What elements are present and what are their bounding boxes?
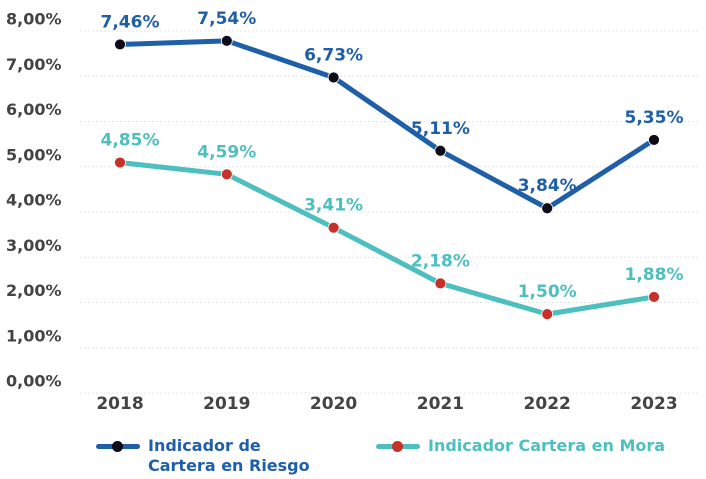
point xyxy=(541,202,554,215)
data-label: 3,84% xyxy=(518,176,577,196)
y-tick-label: 3,00% xyxy=(6,236,62,255)
point xyxy=(114,156,126,169)
data-label: 4,59% xyxy=(197,142,256,162)
legend-symbol xyxy=(96,436,140,456)
legend-label: Indicador Cartera en Mora xyxy=(428,436,666,455)
data-label: 3,41% xyxy=(304,196,363,216)
legend-label: Indicador de Cartera en Riesgo xyxy=(148,436,310,475)
x-tick-label: 2019 xyxy=(203,394,250,414)
point xyxy=(648,134,660,146)
point xyxy=(114,38,126,51)
series-line xyxy=(119,38,656,211)
y-tick-label: 6,00% xyxy=(6,100,62,119)
legend-item: Indicador de Cartera en Riesgo xyxy=(96,436,336,476)
x-tick-label: 2023 xyxy=(630,394,677,414)
point xyxy=(220,34,233,47)
y-tick-label: 8,00% xyxy=(6,10,62,29)
data-label: 7,46% xyxy=(101,12,160,32)
y-tick-label: 4,00% xyxy=(6,191,62,210)
data-label: 5,11% xyxy=(411,119,470,139)
series-line xyxy=(119,160,655,317)
x-tick-label: 2021 xyxy=(417,394,464,414)
point xyxy=(648,291,660,303)
y-tick-label: 0,00% xyxy=(6,372,62,391)
x-tick-label: 2020 xyxy=(310,394,357,414)
point xyxy=(220,168,233,181)
x-tick-label: 2022 xyxy=(524,394,571,414)
data-label: 6,73% xyxy=(304,45,363,65)
data-label: 1,50% xyxy=(518,282,577,302)
y-tick-label: 5,00% xyxy=(6,145,62,164)
data-label: 1,88% xyxy=(625,265,684,285)
y-tick-label: 1,00% xyxy=(6,326,62,345)
point xyxy=(434,277,447,290)
y-tick-label: 2,00% xyxy=(6,281,62,300)
data-label: 2,18% xyxy=(411,251,470,271)
y-tick-label: 7,00% xyxy=(6,55,62,74)
data-label: 7,54% xyxy=(197,9,256,29)
data-label: 5,35% xyxy=(625,108,684,128)
legend-symbol xyxy=(376,436,420,456)
chart: 0,00% 1,00% 2,00% 3,00% 4,00% 5,00% 6,00% 7,00%… xyxy=(6,9,700,414)
point xyxy=(434,144,447,157)
data-label: 4,85% xyxy=(101,131,160,151)
point xyxy=(541,308,554,321)
point xyxy=(327,71,340,84)
legend-item: Indicador Cartera en Mora xyxy=(376,436,706,456)
x-tick-label: 2018 xyxy=(96,394,143,414)
point xyxy=(327,221,340,234)
